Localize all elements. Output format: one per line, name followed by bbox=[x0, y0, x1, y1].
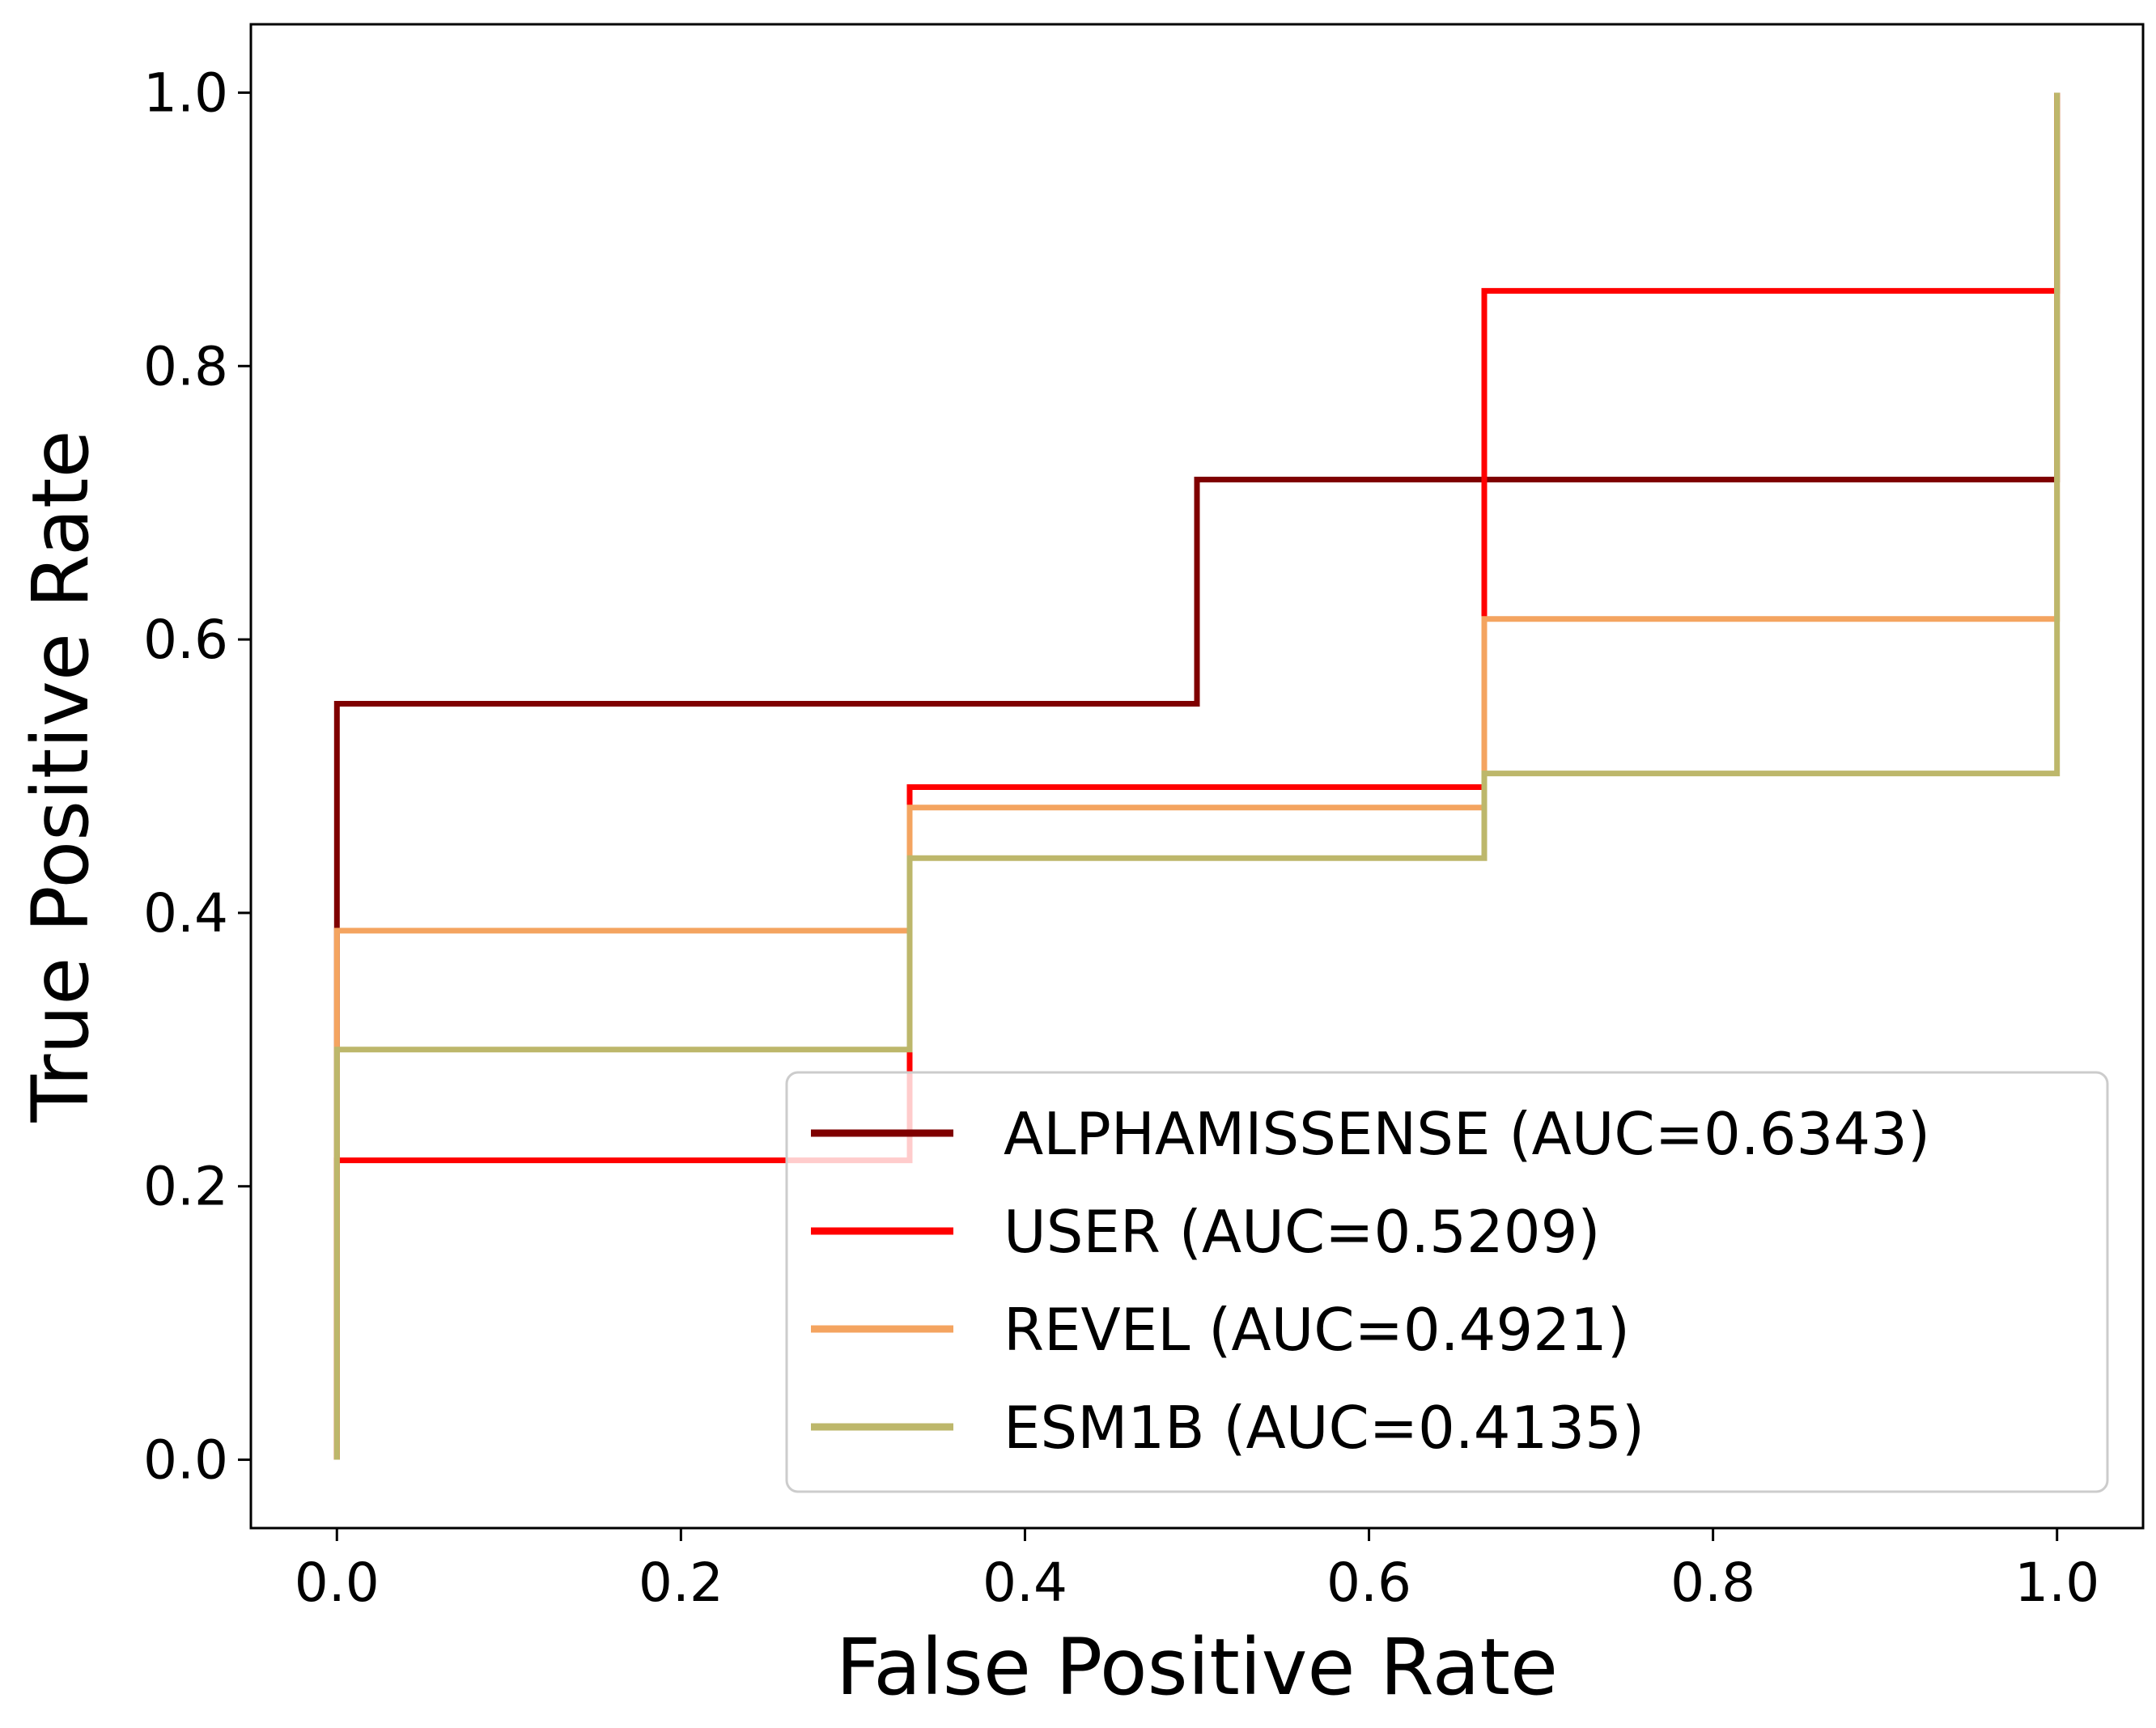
legend-item: REVEL (AUC=0.4921) bbox=[811, 1296, 1630, 1364]
legend-box bbox=[785, 1071, 2109, 1493]
series-layer bbox=[333, 92, 2061, 1460]
legend-item: ESM1B (AUC=0.4135) bbox=[811, 1394, 1645, 1462]
plot-frame bbox=[249, 23, 2145, 1530]
y-tick-label: 1.0 bbox=[143, 62, 228, 124]
x-tick-label: 0.2 bbox=[639, 1552, 724, 1614]
y-tick-label: 0.8 bbox=[143, 335, 228, 397]
y-axis-label: True Positive Rate bbox=[15, 430, 106, 1123]
legend-label: USER (AUC=0.5209) bbox=[1004, 1198, 1600, 1266]
legend-item: USER (AUC=0.5209) bbox=[811, 1198, 1600, 1266]
series-line-2 bbox=[333, 92, 2061, 1460]
y-tick-label: 0.4 bbox=[143, 882, 228, 945]
x-axis-label: False Positive Rate bbox=[836, 1622, 1558, 1713]
x-tick-label: 0.6 bbox=[1326, 1552, 1411, 1614]
y-tick-label: 0.2 bbox=[143, 1156, 228, 1218]
series-line-3 bbox=[333, 92, 2061, 1460]
legend-item: ALPHAMISSENSE (AUC=0.6343) bbox=[811, 1100, 1930, 1168]
legend: ALPHAMISSENSE (AUC=0.6343) USER (AUC=0.52… bbox=[785, 1071, 2109, 1493]
x-tick-label: 0.4 bbox=[983, 1552, 1067, 1614]
x-tick-label: 0.8 bbox=[1670, 1552, 1755, 1614]
legend-label: REVEL (AUC=0.4921) bbox=[1004, 1296, 1630, 1364]
legend-label: ALPHAMISSENSE (AUC=0.6343) bbox=[1004, 1100, 1930, 1168]
legend-label: ESM1B (AUC=0.4135) bbox=[1004, 1394, 1645, 1462]
y-tick-label: 0.0 bbox=[143, 1429, 228, 1492]
x-tick-label: 0.0 bbox=[295, 1552, 380, 1614]
y-axis: 0.0 0.2 0.4 0.6 0.8 1.0 bbox=[143, 62, 251, 1492]
series-line-1 bbox=[333, 92, 2061, 1460]
x-axis: 0.0 0.2 0.4 0.6 0.8 1.0 bbox=[295, 1528, 2099, 1614]
x-tick-label: 1.0 bbox=[2014, 1552, 2099, 1614]
legend-items: ALPHAMISSENSE (AUC=0.6343) USER (AUC=0.52… bbox=[811, 1100, 1930, 1462]
y-tick-label: 0.6 bbox=[143, 609, 228, 671]
